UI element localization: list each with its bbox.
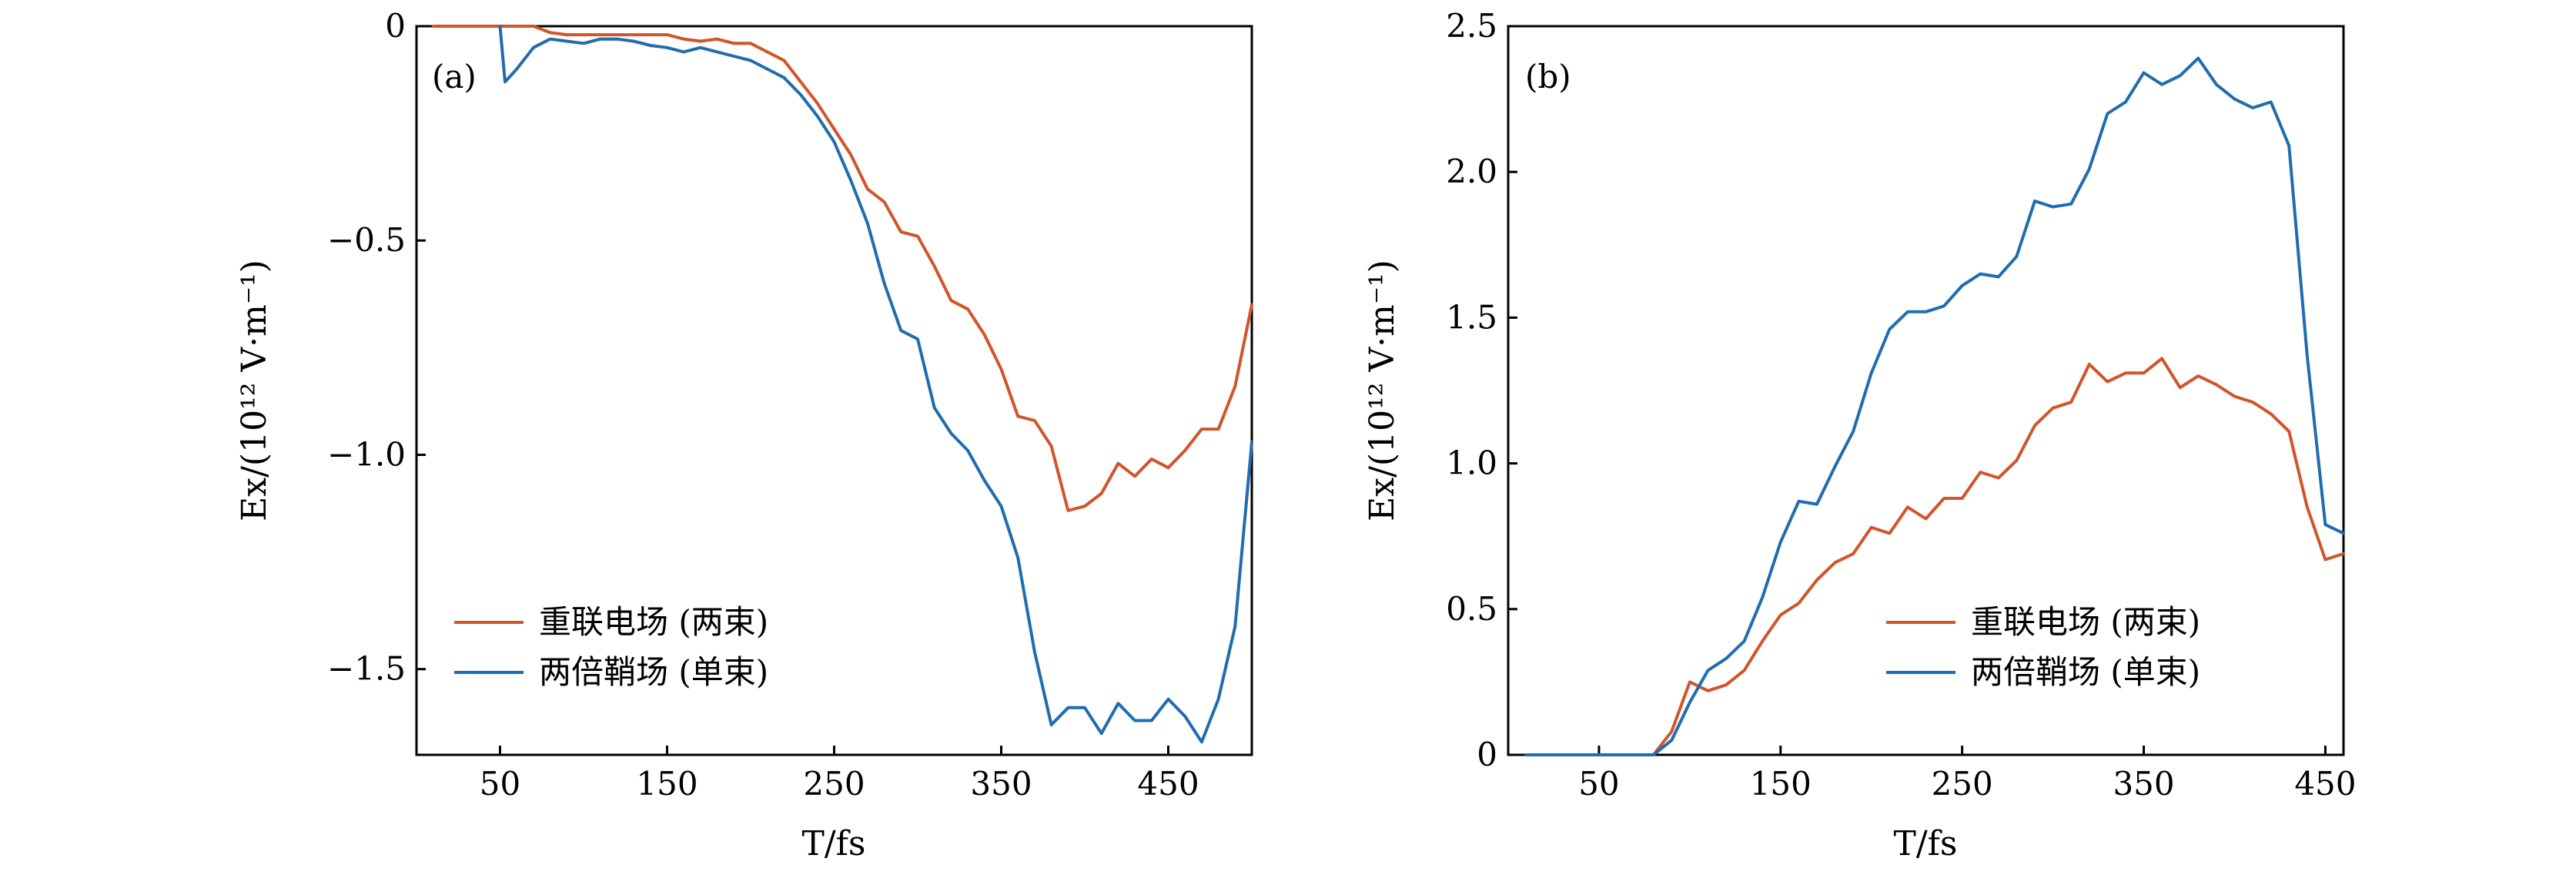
plot-frame-a bbox=[415, 25, 1253, 756]
x-tick-label-b: 50 bbox=[1578, 765, 1619, 803]
y-tick-label-b: 2.5 bbox=[1446, 7, 1497, 45]
y-axis-label-b: Ex/(10¹² V·m⁻¹) bbox=[1363, 260, 1402, 521]
y-tick-label-b: 0 bbox=[1477, 736, 1497, 773]
panel-a: (a) 50 150 250 350 450 0 −0.5 −1.0 −1.5 T/fs Ex/… bbox=[235, 7, 1253, 863]
ticks-a: 50 150 250 350 450 0 −0.5 −1.0 −1.5 bbox=[327, 7, 1199, 803]
series-line-b-0 bbox=[1524, 357, 2345, 756]
legend-label-b-1: 两倍鞘场 (单束) bbox=[1971, 653, 2200, 691]
x-tick-label-a: 150 bbox=[636, 765, 698, 803]
panel-label-a: (a) bbox=[432, 58, 477, 96]
panel-label-b: (b) bbox=[1525, 58, 1571, 96]
series-lines-a bbox=[431, 25, 1253, 744]
x-tick-label-a: 450 bbox=[1137, 765, 1199, 803]
y-tick-label-a: −0.5 bbox=[327, 221, 406, 259]
x-tick-label-b: 450 bbox=[2294, 765, 2356, 803]
series-line-b-1 bbox=[1524, 56, 2345, 756]
legend-label-b-0: 重联电场 (两束) bbox=[1971, 603, 2200, 641]
y-tick-label-b: 1.0 bbox=[1446, 444, 1497, 482]
series-lines-b bbox=[1524, 56, 2345, 756]
x-tick-label-a: 250 bbox=[803, 765, 865, 803]
x-tick-label-a: 350 bbox=[970, 765, 1032, 803]
y-tick-label-a: 0 bbox=[385, 7, 406, 45]
ticks-b: 50 150 250 350 450 0 0.5 1.0 1.5 2.0 2.5 bbox=[1446, 7, 2356, 803]
legend-b: 重联电场 (两束) 两倍鞘场 (单束) bbox=[1886, 603, 2200, 691]
x-tick-label-b: 250 bbox=[1932, 765, 1993, 803]
x-tick-label-b: 150 bbox=[1750, 765, 1812, 803]
y-tick-label-a: −1.5 bbox=[327, 650, 406, 688]
x-axis-label-a: T/fs bbox=[801, 824, 865, 863]
y-tick-label-b: 1.5 bbox=[1446, 298, 1497, 336]
series-line-a-0 bbox=[431, 25, 1253, 512]
legend-a: 重联电场 (两束) 两倍鞘场 (单束) bbox=[454, 603, 768, 691]
y-tick-label-b: 0.5 bbox=[1446, 590, 1497, 628]
series-line-a-1 bbox=[498, 25, 1253, 744]
y-tick-label-a: −1.0 bbox=[327, 435, 406, 473]
x-axis-label-b: T/fs bbox=[1893, 824, 1957, 863]
x-tick-label-a: 50 bbox=[480, 765, 520, 803]
legend-label-a-0: 重联电场 (两束) bbox=[539, 603, 768, 641]
y-tick-label-b: 2.0 bbox=[1446, 153, 1497, 190]
x-tick-label-b: 350 bbox=[2113, 765, 2174, 803]
plot-frame-b bbox=[1507, 25, 2345, 756]
y-axis-label-a: Ex/(10¹² V·m⁻¹) bbox=[235, 260, 274, 521]
legend-label-a-1: 两倍鞘场 (单束) bbox=[539, 653, 768, 691]
